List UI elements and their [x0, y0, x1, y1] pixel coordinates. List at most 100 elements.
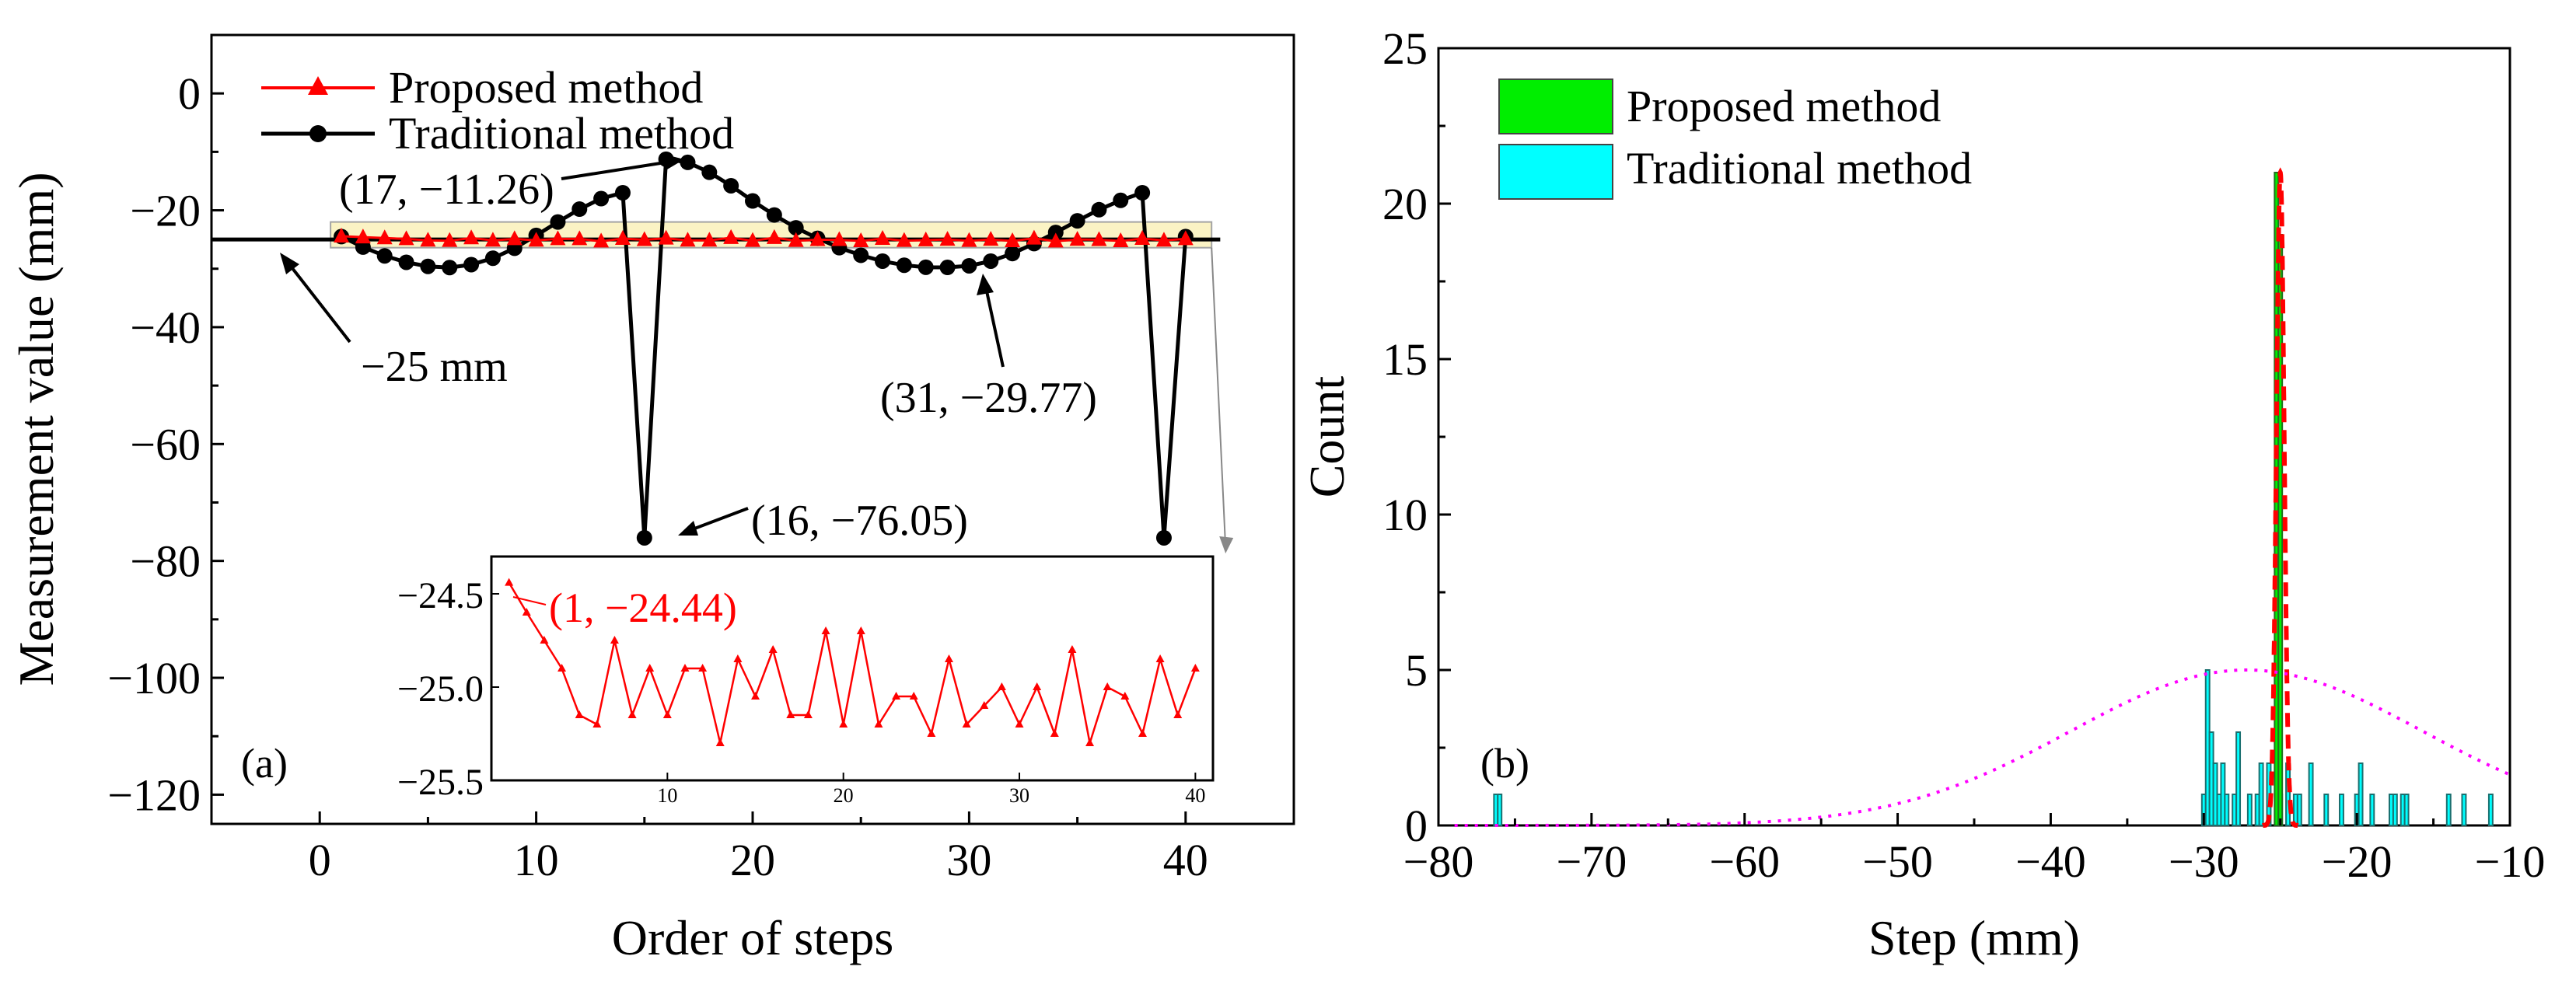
series-traditional-point [1091, 201, 1107, 218]
hist-traditional-bar [2323, 794, 2330, 826]
inset-series-proposed-point [944, 654, 953, 662]
series-traditional-point [723, 177, 739, 194]
chart-a-y-tick-label: −20 [130, 186, 201, 236]
series-proposed-point [571, 230, 588, 246]
legend-a-traditional-marker [309, 125, 327, 142]
chart-b-y-tick-label: 20 [1382, 179, 1428, 229]
annotation-peak-arrowhead [662, 154, 684, 169]
inset-series-proposed-point [1068, 645, 1077, 653]
inset-series-proposed-point [892, 692, 901, 700]
inset-series-proposed-point [610, 636, 619, 644]
series-traditional-point [961, 257, 977, 274]
inset-series-proposed-line [508, 581, 1197, 744]
inset-series-proposed-point [715, 738, 725, 746]
inset-x-tick-label: 10 [657, 784, 677, 807]
legend-b-proposed-label: Proposed method [1627, 81, 1941, 131]
series-proposed-point [506, 230, 523, 246]
chart-b-y-tick-label: 15 [1382, 334, 1428, 385]
inset-series-proposed-point [522, 608, 531, 616]
series-traditional-point [1069, 213, 1085, 229]
series-proposed-point [614, 230, 631, 246]
series-traditional-point [745, 193, 760, 209]
series-traditional-point [636, 529, 652, 546]
annotation-drop-arrow [690, 507, 749, 532]
series-proposed-point [355, 229, 371, 244]
inset: 10 20 30 40 −24.5 −25.0 −25.5 (1, −24.44) [397, 555, 1215, 807]
series-traditional-point [918, 259, 934, 275]
series-traditional-point [939, 260, 956, 276]
inset-series-proposed-point [1120, 692, 1130, 700]
series-traditional-point [788, 220, 804, 236]
inset-y-ticks: −24.5 −25.0 −25.5 [397, 575, 499, 803]
chart-a-y-ticks: 0 −20 −40 −60 −80 −100 −120 [107, 68, 224, 820]
series-proposed-point [918, 231, 934, 246]
chart-b: −80 −70 −60 −50 −40 −30 −20 −10 0 5 10 15 20 25 Step… [1299, 23, 2545, 965]
chart-b-x-tick-label: −80 [1403, 836, 1474, 887]
series-proposed-point [463, 229, 480, 245]
inset-series-proposed-point [962, 720, 971, 728]
series-proposed-point [875, 230, 891, 246]
legend-b-traditional-label: Traditional method [1627, 143, 1972, 194]
series-traditional-point [484, 250, 501, 267]
hist-traditional-bar [2224, 794, 2230, 826]
series-proposed-point [1091, 231, 1107, 246]
legend-b-proposed-swatch [1498, 79, 1613, 134]
series-traditional-point [875, 253, 891, 269]
series-traditional-point [680, 154, 696, 170]
inset-annotation-pointer [512, 596, 547, 605]
inset-series-proposed-point [627, 710, 637, 718]
series-proposed-point [853, 232, 869, 248]
chart-a-x-tick-label: 0 [309, 835, 331, 885]
series-traditional-point [701, 164, 718, 180]
inset-y-tick-label: −25.0 [397, 668, 484, 710]
chart-b-x-tick-label: −10 [2475, 836, 2546, 887]
chart-b-x-tick-label: −60 [1709, 836, 1780, 887]
inset-series-proposed-point [592, 720, 602, 728]
chart-b-x-ticks: −80 −70 −60 −50 −40 −30 −20 −10 [1403, 813, 2546, 887]
annotation-drop: (16, −76.05) [751, 497, 968, 545]
series-proposed-point [961, 232, 977, 247]
inset-series-proposed-point [768, 645, 778, 653]
fit-curve-proposed [2261, 167, 2299, 828]
series-traditional-point [571, 201, 588, 218]
inset-y-tick-label: −24.5 [397, 575, 484, 616]
inset-series-proposed-point [557, 664, 567, 672]
inset-series-proposed-point [733, 654, 743, 662]
series-proposed-point [528, 232, 544, 247]
series-traditional-point [1113, 192, 1129, 208]
inset-series-proposed-point [751, 692, 760, 700]
inset-series-proposed-point [1155, 654, 1165, 662]
series-traditional-point [1134, 185, 1151, 201]
annotation-reference-arrow [288, 263, 351, 344]
inset-series-proposed-point [1138, 729, 1147, 737]
series-proposed-point [334, 227, 350, 243]
chart-b-y-tick-label: 0 [1405, 801, 1428, 851]
hist-traditional-bar [2403, 794, 2410, 826]
inset-series-proposed-point [662, 710, 672, 718]
series-traditional-point [550, 214, 566, 230]
series-traditional-point [593, 190, 610, 207]
inset-x-tick-label: 30 [1009, 784, 1029, 807]
hist-traditional-bar [2487, 794, 2494, 826]
chart-a-y-tick-label: −60 [130, 419, 201, 469]
chart-a-y-axis-label: Measurement value (mm) [9, 172, 64, 686]
hist-traditional-bar [2369, 794, 2375, 826]
chart-b-x-tick-label: −30 [2169, 836, 2239, 887]
inset-series-proposed-point [680, 664, 690, 672]
series-proposed-point [376, 229, 393, 245]
hist-traditional-bar [2235, 731, 2242, 826]
chart-b-content [1454, 167, 2511, 828]
chart-a-y-tick-label: −40 [130, 302, 201, 353]
hist-traditional-bar [1497, 794, 1503, 826]
chart-b-x-tick-label: −40 [2015, 836, 2086, 887]
series-proposed-line [341, 235, 1186, 243]
series-proposed-point [593, 232, 610, 248]
inset-annotation: (1, −24.44) [549, 584, 737, 631]
series-proposed-point [701, 232, 718, 247]
inset-series-proposed-point [1173, 710, 1183, 718]
series-traditional-point [1005, 246, 1021, 262]
inset-series-proposed-point [909, 692, 918, 700]
series-traditional-line [340, 156, 1188, 539]
inset-series-proposed-point [980, 701, 989, 709]
